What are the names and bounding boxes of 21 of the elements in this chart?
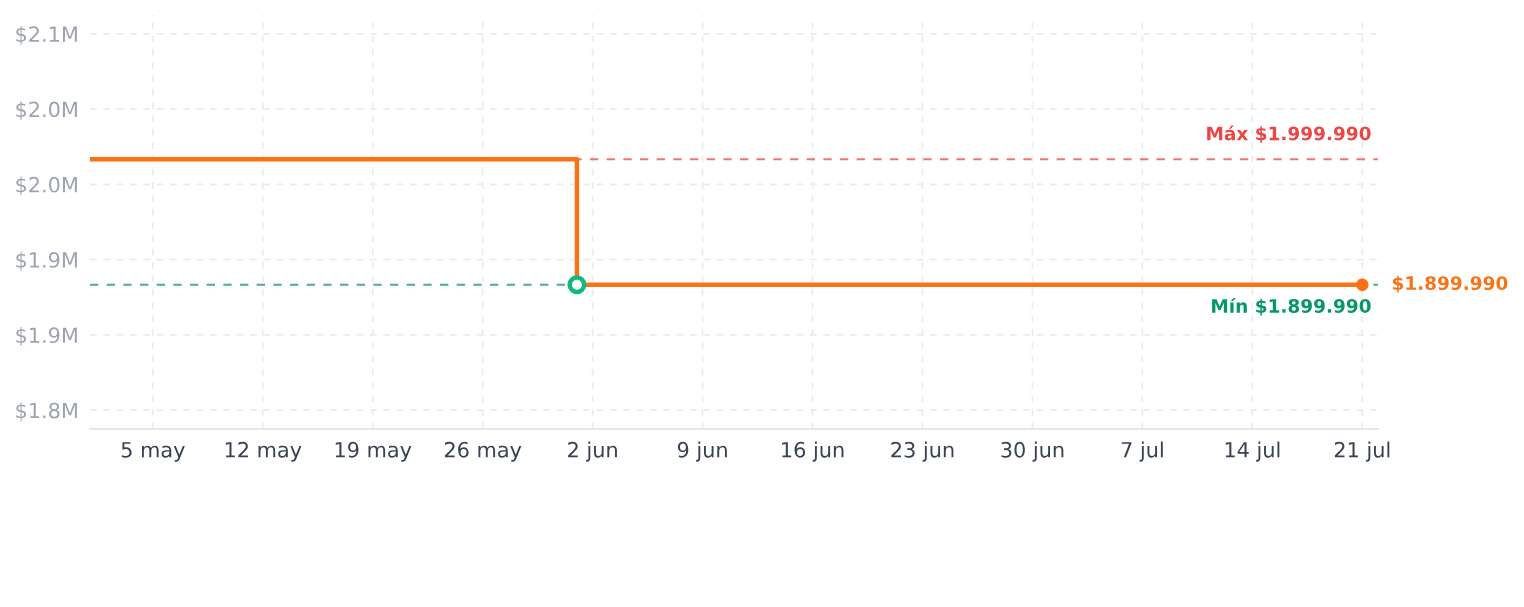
x-tick-label: 2 jun: [568, 441, 617, 462]
ref-line-label: Máx $1.999.990: [1207, 125, 1371, 143]
x-tick-label: 5 may: [121, 442, 185, 462]
y-tick-label: $2.0M: [16, 176, 77, 196]
x-tick-label: 12 may: [225, 441, 302, 462]
y-tick-label: $1.9M: [16, 326, 77, 346]
x-tick-label: 7 jul: [1121, 441, 1163, 462]
ref-line-label: Mín $1.899.990: [1212, 297, 1371, 316]
x-tick-label: 30 jun: [1001, 441, 1064, 462]
y-tick-label: $2.0M: [16, 101, 77, 121]
x-tick-label: 21 jul: [1334, 441, 1390, 462]
x-tick-label: 26 may: [444, 441, 522, 462]
data-label: $1.899.990: [1392, 275, 1508, 293]
x-tick-label: 23 jun: [891, 441, 954, 462]
x-tick-label: 9 jun: [677, 441, 727, 462]
x-tick-label: 14 jul: [1225, 441, 1280, 462]
y-tick-label: $2.1M: [16, 25, 77, 45]
x-tick-label: 16 jun: [782, 441, 844, 462]
x-tick-label: 19 may: [335, 441, 412, 462]
y-tick-label: $1.8M: [16, 402, 77, 422]
y-tick-label: $1.9M: [16, 251, 77, 271]
